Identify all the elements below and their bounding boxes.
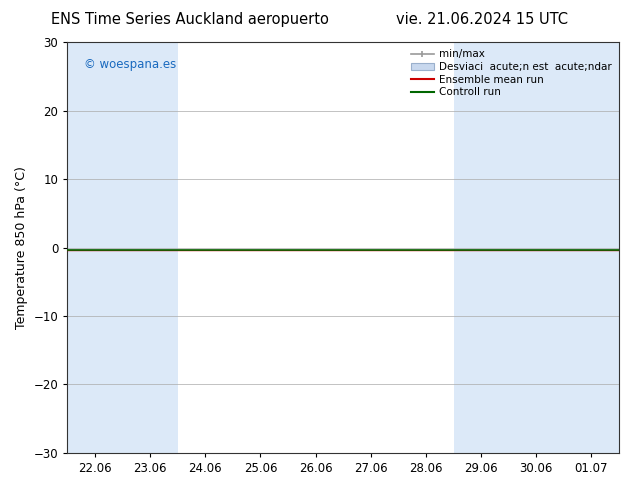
Bar xyxy=(564,42,619,453)
Text: © woespana.es: © woespana.es xyxy=(84,58,176,72)
Legend: min/max, Desviaci  acute;n est  acute;ndar, Ensemble mean run, Controll run: min/max, Desviaci acute;n est acute;ndar… xyxy=(409,47,614,99)
Bar xyxy=(122,42,178,453)
Bar xyxy=(67,42,122,453)
Bar xyxy=(453,42,508,453)
Y-axis label: Temperature 850 hPa (°C): Temperature 850 hPa (°C) xyxy=(15,166,28,329)
Text: ENS Time Series Auckland aeropuerto: ENS Time Series Auckland aeropuerto xyxy=(51,12,329,27)
Bar xyxy=(508,42,564,453)
Text: vie. 21.06.2024 15 UTC: vie. 21.06.2024 15 UTC xyxy=(396,12,568,27)
